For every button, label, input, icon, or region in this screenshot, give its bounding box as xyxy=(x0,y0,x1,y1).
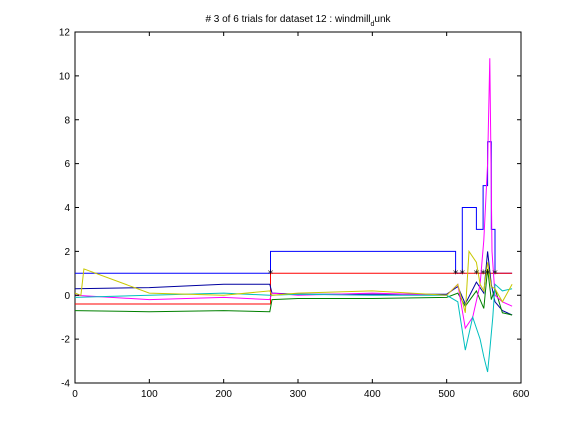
event-marker: * xyxy=(474,267,480,280)
y-tick-label: 4 xyxy=(64,203,70,214)
y-tick-label: 6 xyxy=(64,159,70,170)
y-tick-label: 12 xyxy=(59,28,71,39)
y-tick-label: 10 xyxy=(59,71,71,82)
event-marker: * xyxy=(268,267,274,280)
chart-title-main: # 3 of 6 trials for dataset 12 : windmil… xyxy=(205,14,370,25)
x-tick-label: 200 xyxy=(215,389,232,400)
y-tick-label: 0 xyxy=(64,291,70,302)
y-tick-label: 2 xyxy=(64,247,70,258)
y-tick-label: -2 xyxy=(61,335,70,346)
x-tick-label: 100 xyxy=(141,389,158,400)
plot-axes-box xyxy=(75,32,521,383)
chart-title-tail: unk xyxy=(374,14,391,25)
x-tick-label: 300 xyxy=(290,389,307,400)
event-marker: * xyxy=(453,267,459,280)
event-marker: * xyxy=(485,267,491,280)
event-marker: * xyxy=(460,267,466,280)
y-tick-label: 8 xyxy=(64,115,70,126)
y-tick-label: -4 xyxy=(61,379,70,390)
x-tick-label: 600 xyxy=(513,389,530,400)
x-tick-label: 400 xyxy=(364,389,381,400)
event-marker: * xyxy=(492,267,498,280)
x-tick-label: 500 xyxy=(438,389,455,400)
x-tick-label: 0 xyxy=(72,389,78,400)
